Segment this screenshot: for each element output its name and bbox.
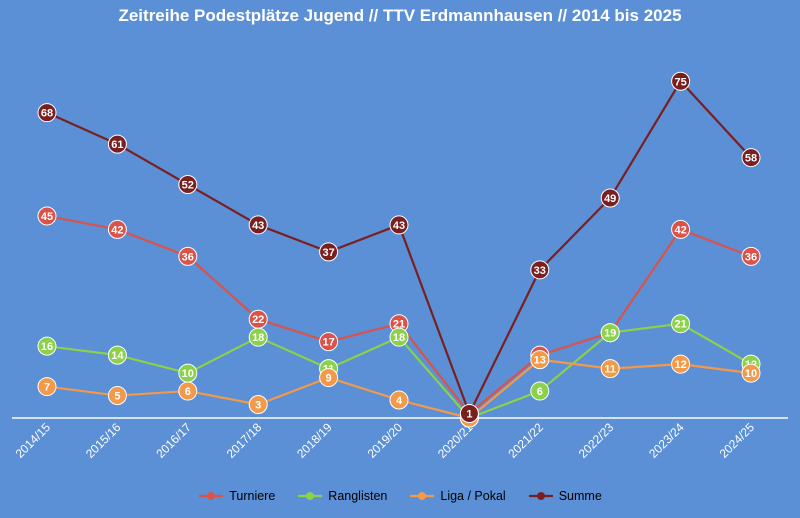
data-label-turniere: 36 [745, 251, 757, 263]
data-point-ranglisten [248, 327, 268, 347]
data-point-ranglisten [107, 345, 127, 365]
data-label-turniere: 42 [674, 224, 686, 236]
legend-swatch-turniere [199, 492, 224, 500]
data-label-summe: 43 [393, 220, 405, 232]
x-tick-label: 2016/17 [153, 420, 194, 461]
data-point-liga-pokal [741, 363, 761, 383]
legend-item-liga-pokal: Liga / Pokal [409, 489, 506, 503]
data-label-liga-pokal: 6 [185, 386, 191, 398]
data-point-liga-pokal [319, 368, 339, 388]
data-point-ranglisten [389, 327, 409, 347]
x-tick-label: 2023/24 [646, 420, 687, 461]
legend-label-ranglisten: Ranglisten [328, 489, 388, 503]
data-label-summe: 33 [534, 265, 546, 277]
x-tick-label: 2015/16 [83, 420, 124, 461]
data-label-summe: 61 [111, 139, 123, 151]
data-point-summe [248, 215, 268, 235]
data-point-turniere [178, 246, 198, 266]
data-point-liga-pokal [107, 386, 127, 406]
data-point-summe [600, 188, 620, 208]
data-label-liga-pokal: 3 [255, 400, 261, 412]
x-tick-label: 2014/15 [13, 420, 54, 461]
x-tick-label: 2018/19 [294, 420, 335, 461]
data-point-summe [459, 404, 479, 424]
data-point-summe [530, 260, 550, 280]
data-label-turniere: 22 [252, 314, 264, 326]
legend-label-liga-pokal: Liga / Pokal [440, 489, 506, 503]
legend-swatch-ranglisten [298, 492, 323, 500]
data-label-ranglisten: 6 [537, 386, 543, 398]
data-label-ranglisten: 10 [182, 368, 194, 380]
data-point-turniere [37, 206, 57, 226]
legend-swatch-summe [528, 492, 553, 500]
data-label-summe: 68 [41, 108, 53, 120]
data-label-turniere: 45 [41, 211, 53, 223]
legend-item-turniere: Turniere [198, 489, 275, 503]
data-label-turniere: 36 [182, 251, 194, 263]
data-point-turniere [107, 219, 127, 239]
data-point-summe [389, 215, 409, 235]
data-label-summe: 52 [182, 180, 194, 192]
legend-label-summe: Summe [558, 489, 602, 503]
data-point-ranglisten [600, 323, 620, 343]
data-label-turniere: 17 [322, 337, 334, 349]
data-point-turniere [741, 246, 761, 266]
data-point-summe [37, 103, 57, 123]
data-label-ranglisten: 19 [604, 328, 616, 340]
data-label-liga-pokal: 10 [745, 368, 757, 380]
data-label-ranglisten: 18 [252, 332, 264, 344]
legend-label-turniere: Turniere [229, 489, 276, 503]
legend-item-summe: Summe [528, 489, 602, 503]
data-label-ranglisten: 16 [41, 341, 53, 353]
data-label-liga-pokal: 9 [326, 373, 332, 385]
chart-title: Zeitreihe Podestplätze Jugend // TTV Erd… [118, 6, 682, 25]
legend-swatch-liga-pokal [410, 492, 435, 500]
data-point-ranglisten [37, 336, 57, 356]
data-point-liga-pokal [37, 377, 57, 397]
data-label-liga-pokal: 4 [396, 395, 403, 407]
data-point-turniere [319, 332, 339, 352]
data-point-summe [671, 71, 691, 91]
data-label-ranglisten: 21 [674, 319, 686, 331]
data-point-ranglisten [671, 314, 691, 334]
data-point-summe [178, 175, 198, 195]
x-tick-label: 2017/18 [224, 420, 265, 461]
data-point-liga-pokal [178, 381, 198, 401]
data-label-summe: 37 [322, 247, 334, 259]
data-label-turniere: 42 [111, 224, 123, 236]
data-label-liga-pokal: 5 [114, 391, 120, 403]
data-label-summe: 1 [466, 409, 472, 421]
data-label-ranglisten: 18 [393, 332, 405, 344]
data-point-summe [107, 134, 127, 154]
data-label-ranglisten: 14 [111, 350, 124, 362]
data-point-summe [741, 148, 761, 168]
data-label-liga-pokal: 11 [604, 364, 616, 376]
data-label-summe: 49 [604, 193, 616, 205]
data-point-summe [319, 242, 339, 262]
data-point-liga-pokal [389, 390, 409, 410]
data-label-liga-pokal: 12 [674, 359, 686, 371]
data-label-liga-pokal: 13 [534, 355, 546, 367]
x-tick-label: 2019/20 [365, 420, 406, 461]
data-label-summe: 58 [745, 153, 757, 165]
data-point-liga-pokal [530, 350, 550, 370]
data-point-liga-pokal [248, 395, 268, 415]
x-tick-label: 2022/23 [576, 420, 617, 461]
x-tick-label: 2024/25 [717, 420, 758, 461]
data-point-turniere [671, 219, 691, 239]
chart-legend: Turniere Ranglisten Liga / Pokal Summe [0, 489, 800, 503]
data-point-liga-pokal [600, 359, 620, 379]
data-label-summe: 75 [674, 76, 686, 88]
x-tick-label: 2021/22 [505, 420, 546, 461]
data-label-liga-pokal: 7 [44, 382, 50, 394]
legend-item-ranglisten: Ranglisten [297, 489, 387, 503]
data-point-liga-pokal [671, 354, 691, 374]
data-label-summe: 43 [252, 220, 264, 232]
data-label-turniere: 21 [393, 319, 405, 331]
data-point-ranglisten [530, 381, 550, 401]
